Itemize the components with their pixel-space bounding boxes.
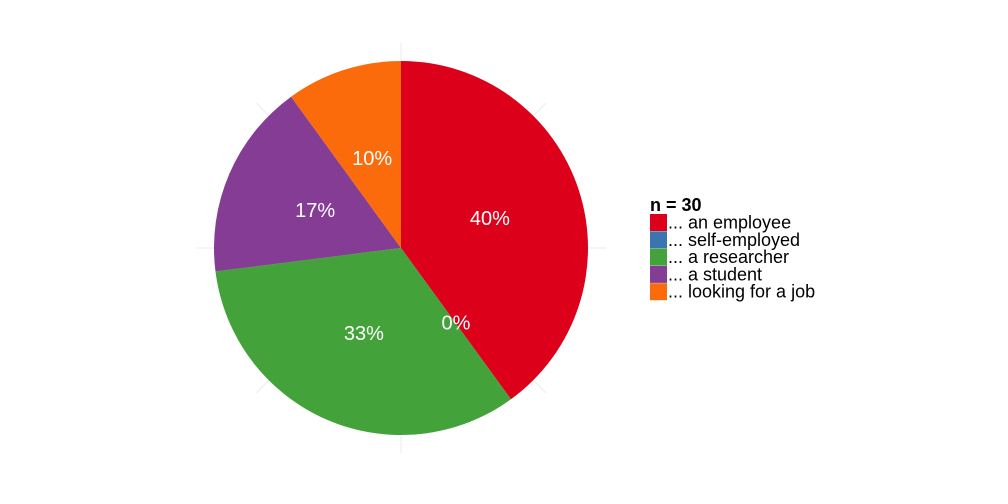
- slice-label-a-researcher: 33%: [344, 323, 384, 345]
- pie-slices: [214, 61, 588, 435]
- grid-spoke: [532, 379, 547, 394]
- legend-label-looking-for-a-job: ... looking for a job: [668, 282, 815, 302]
- pie-slice-a-student: [214, 96, 401, 272]
- legend-label-a-student: ... a student: [668, 264, 762, 284]
- slice-label-a-student: 17%: [295, 200, 335, 222]
- legend: n = 30 ... an employee... self-employed.…: [650, 195, 815, 302]
- slice-labels: 40% 0% 33% 17% 10%: [295, 148, 510, 345]
- legend-label-a-researcher: ... a researcher: [668, 247, 789, 267]
- legend-title: n = 30: [650, 195, 702, 215]
- legend-swatch-looking-for-a-job: [650, 283, 667, 301]
- grid-spoke: [255, 379, 270, 394]
- legend-label-self-employed: ... self-employed: [668, 230, 800, 250]
- slice-label-looking-for-a-job: 10%: [352, 148, 392, 170]
- pie-slice-an-employee: [401, 61, 588, 400]
- pie-slice-looking-for-a-job: [291, 61, 401, 248]
- legend-swatch-self-employed: [650, 231, 667, 249]
- pie-slice-a-researcher: [215, 248, 511, 435]
- slice-label-self-employed: 0%: [442, 313, 471, 335]
- grid-spoke: [532, 102, 547, 117]
- legend-swatch-an-employee: [650, 214, 667, 231]
- grid-spoke: [255, 102, 270, 117]
- legend-label-an-employee: ... an employee: [668, 213, 791, 233]
- legend-swatch-a-student: [650, 265, 667, 283]
- slice-label-an-employee: 40%: [470, 208, 510, 230]
- legend-swatch-a-researcher: [650, 248, 667, 266]
- polar-grid: [196, 43, 606, 453]
